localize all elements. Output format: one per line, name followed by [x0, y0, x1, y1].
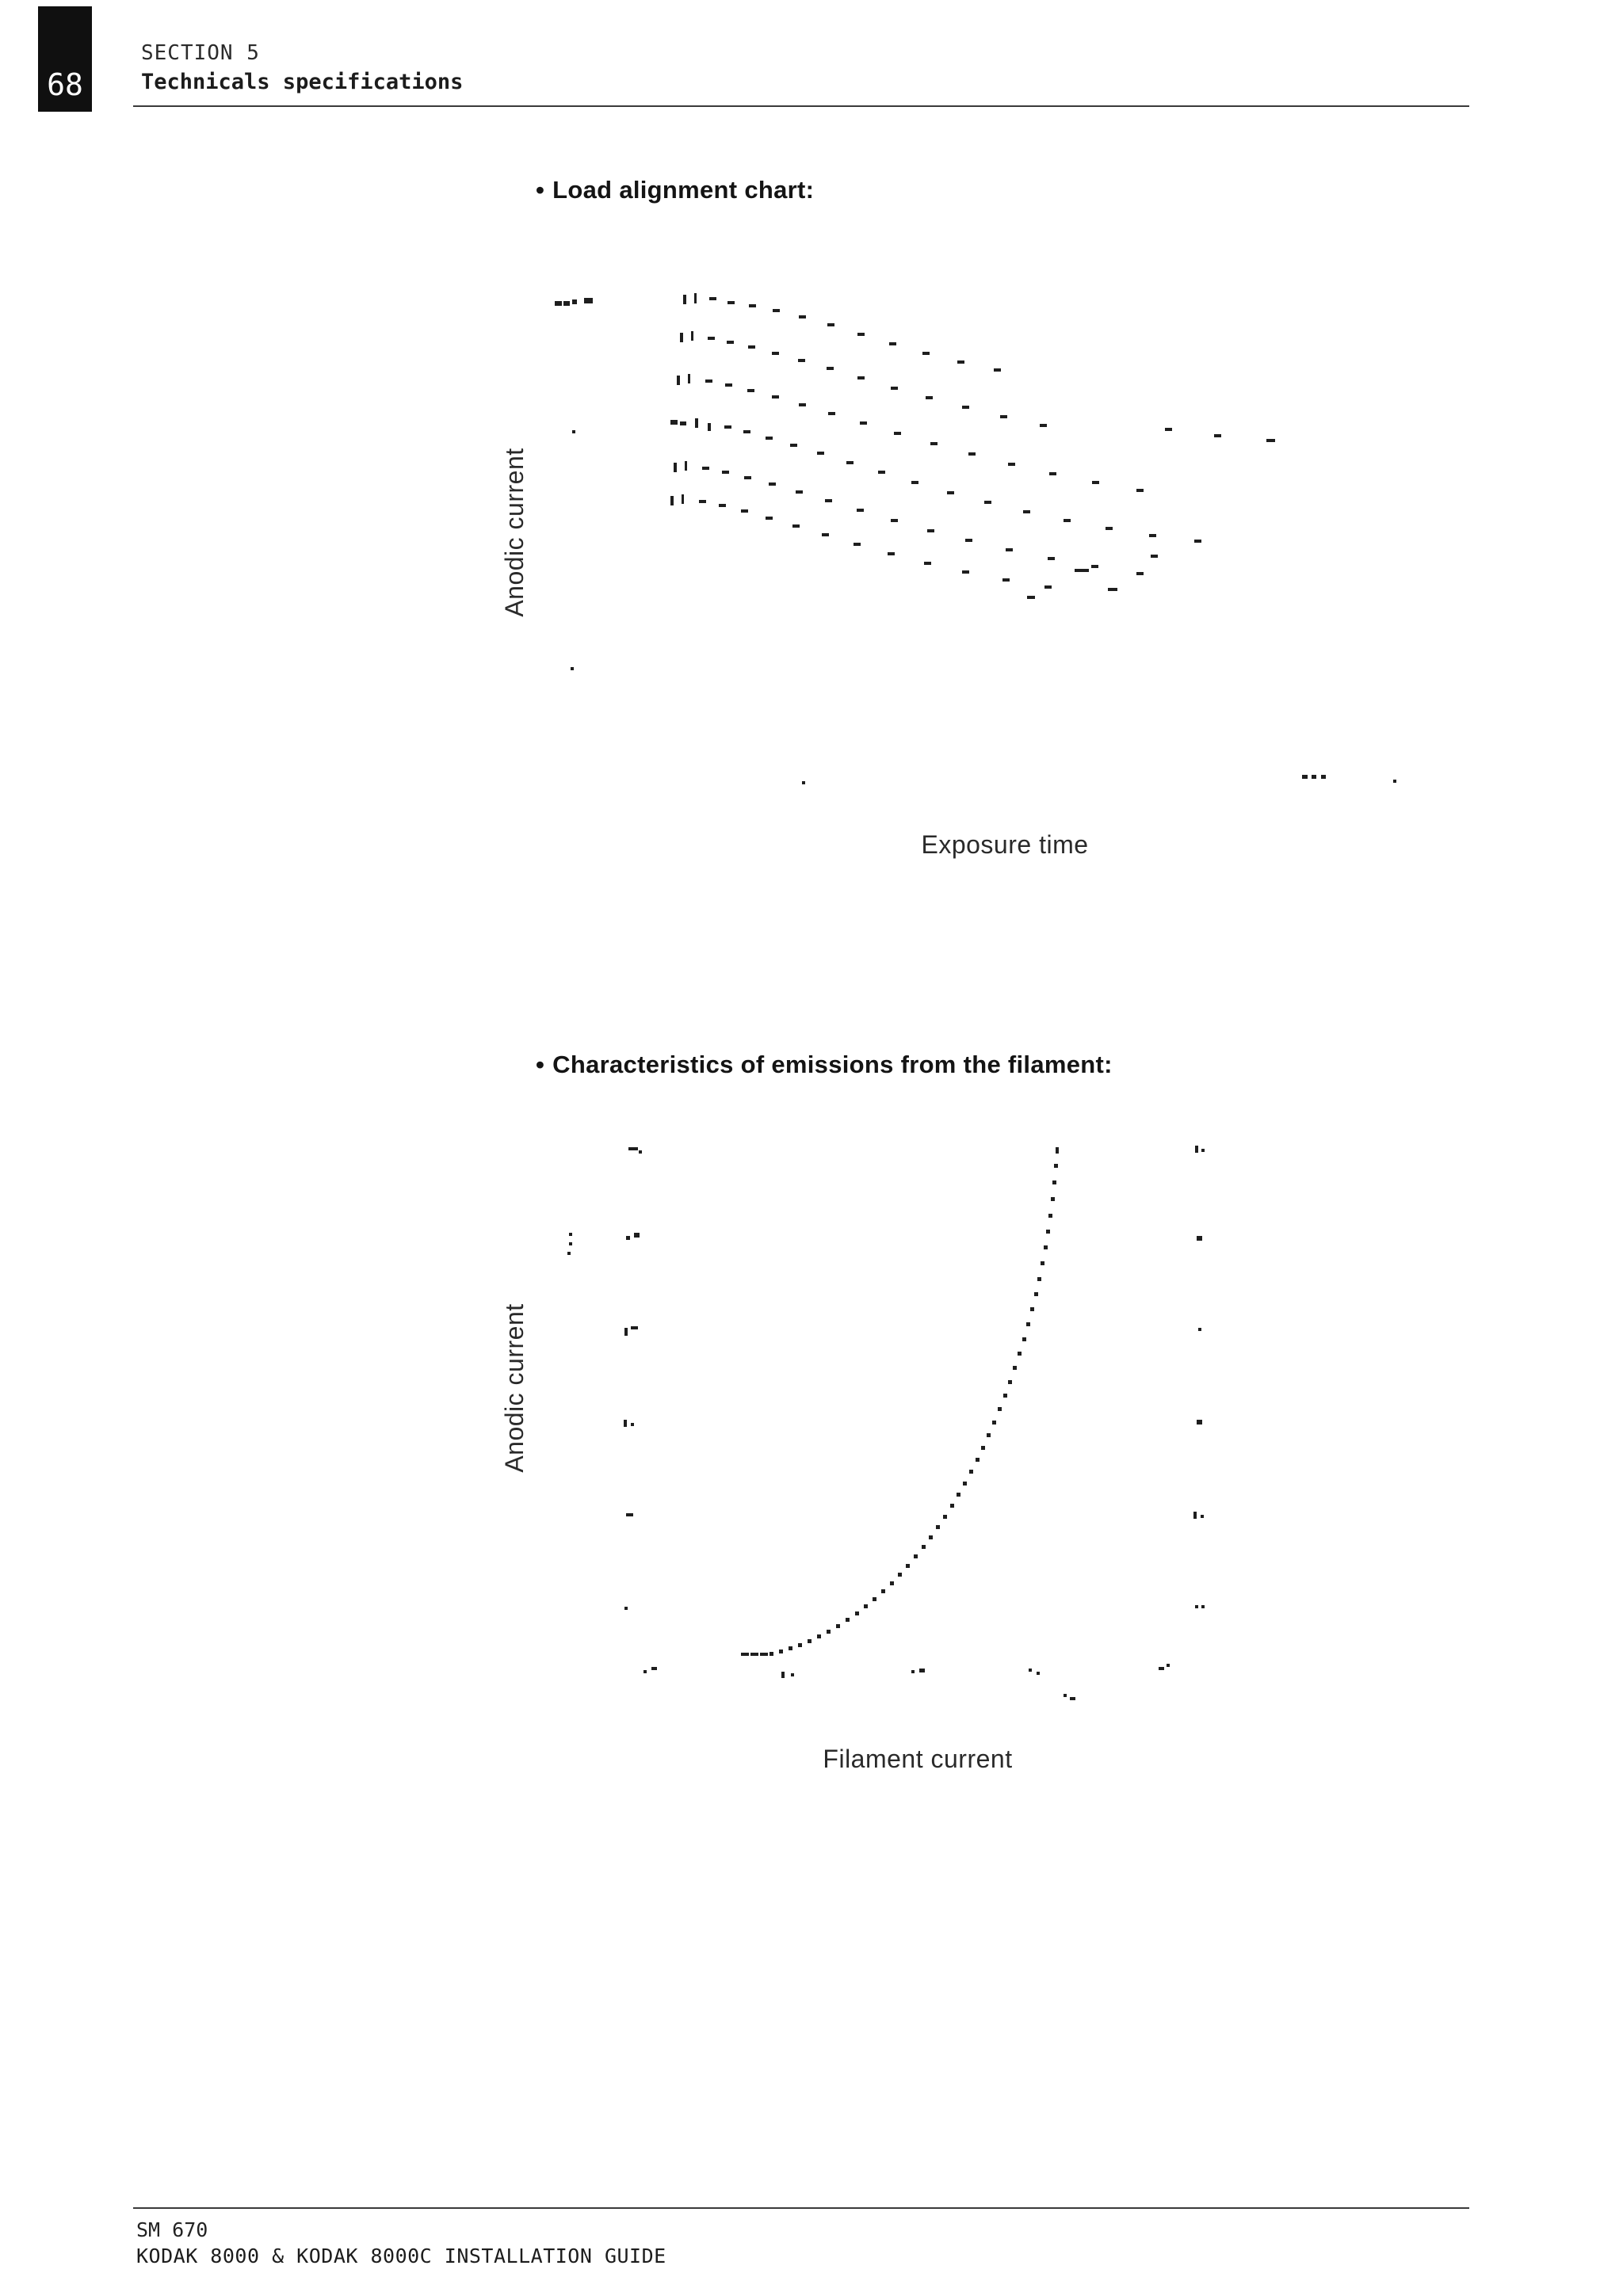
- load-chart-y-axis-label: Anodic current: [500, 448, 529, 617]
- footer-document-code: SM 670: [136, 2218, 208, 2241]
- emission-chart-y-axis-label: Anodic current: [500, 1303, 529, 1473]
- bullet-load-alignment-chart: • Load alignment chart:: [536, 176, 814, 204]
- section-subtitle: Technicals specifications: [141, 70, 464, 94]
- page-number-tab: 68: [38, 6, 92, 112]
- bullet-filament-emission-label: Characteristics of emissions from the fi…: [552, 1051, 1113, 1078]
- page-number: 68: [47, 67, 83, 102]
- footer-rule: [133, 2207, 1469, 2209]
- bullet-filament-emission-chart: • Characteristics of emissions from the f…: [536, 1051, 1113, 1079]
- bullet-load-alignment-label: Load alignment chart:: [552, 176, 815, 204]
- load-chart-x-axis-label: Exposure time: [921, 830, 1089, 859]
- emission-chart-x-axis-label: Filament current: [823, 1745, 1013, 1773]
- header-rule: [133, 105, 1469, 107]
- bullet-icon: •: [536, 1051, 545, 1078]
- footer-document-title: KODAK 8000 & KODAK 8000C INSTALLATION GU…: [136, 2245, 666, 2267]
- section-label: SECTION 5: [141, 41, 260, 65]
- bullet-icon: •: [536, 176, 545, 204]
